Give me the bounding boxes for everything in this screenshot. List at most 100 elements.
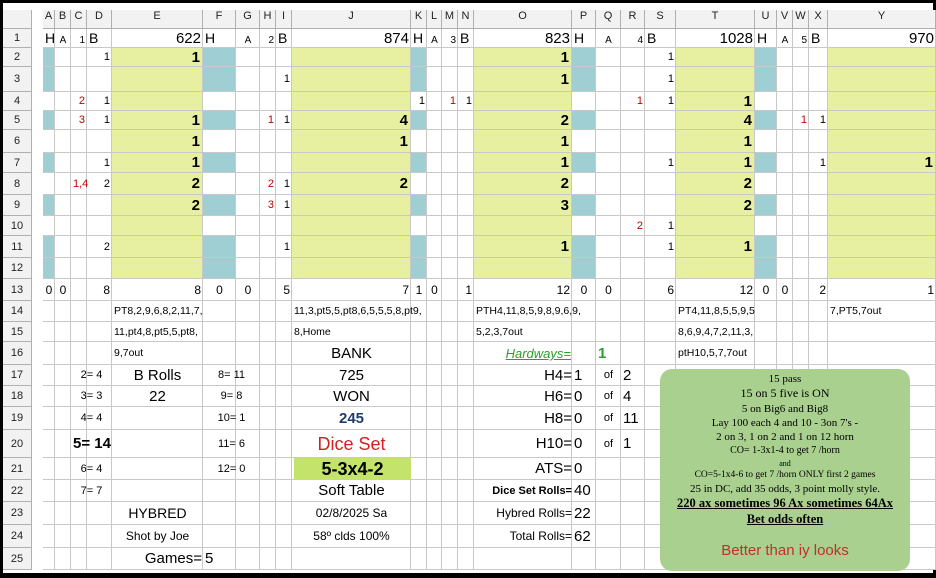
cell[interactable]	[777, 236, 793, 258]
row-header-7[interactable]: 7	[3, 153, 32, 173]
cell[interactable]	[793, 195, 809, 216]
row-header-21[interactable]: 21	[3, 458, 32, 480]
cell[interactable]	[87, 365, 112, 386]
cell[interactable]	[411, 216, 427, 236]
cell[interactable]	[203, 525, 236, 548]
cell[interactable]	[203, 48, 236, 67]
cell[interactable]	[777, 111, 793, 130]
cell[interactable]	[43, 342, 55, 365]
cell[interactable]	[596, 342, 621, 365]
column-header-w[interactable]: W	[793, 10, 809, 29]
cell[interactable]	[43, 48, 55, 67]
cell[interactable]	[458, 407, 474, 430]
cell[interactable]	[203, 502, 236, 525]
cell[interactable]	[203, 216, 236, 236]
cell[interactable]	[474, 365, 572, 386]
cell[interactable]	[442, 173, 458, 195]
cell[interactable]	[596, 195, 621, 216]
cell[interactable]	[43, 430, 55, 458]
cell[interactable]	[809, 130, 828, 153]
cell[interactable]	[203, 548, 236, 570]
cell[interactable]	[572, 130, 596, 153]
cell[interactable]	[596, 92, 621, 111]
cell[interactable]	[755, 322, 777, 342]
cell[interactable]	[55, 67, 71, 92]
cell[interactable]	[645, 111, 676, 130]
cell[interactable]	[777, 48, 793, 67]
cell[interactable]	[596, 173, 621, 195]
cell[interactable]	[777, 29, 793, 48]
cell[interactable]	[621, 525, 645, 548]
cell[interactable]	[676, 195, 755, 216]
cell[interactable]	[474, 48, 572, 67]
row-header-20[interactable]: 20	[3, 430, 32, 458]
cell[interactable]	[236, 195, 260, 216]
cell[interactable]	[71, 548, 87, 570]
cell[interactable]	[276, 111, 292, 130]
cell[interactable]	[427, 525, 442, 548]
cell[interactable]	[755, 236, 777, 258]
cell[interactable]	[572, 48, 596, 67]
cell[interactable]	[71, 153, 87, 173]
column-header-y[interactable]: Y	[828, 10, 936, 29]
cell[interactable]	[572, 279, 596, 301]
cell[interactable]	[236, 430, 260, 458]
cell[interactable]	[276, 301, 292, 322]
cell[interactable]	[621, 548, 645, 570]
cell[interactable]	[828, 322, 936, 342]
cell[interactable]	[203, 92, 236, 111]
cell[interactable]	[676, 279, 755, 301]
cell[interactable]	[596, 525, 621, 548]
cell[interactable]	[260, 502, 276, 525]
cell[interactable]	[645, 173, 676, 195]
cell[interactable]	[442, 430, 458, 458]
cell[interactable]	[809, 236, 828, 258]
cell[interactable]	[458, 236, 474, 258]
cell[interactable]	[755, 301, 777, 322]
cell[interactable]	[55, 458, 71, 480]
cell[interactable]	[203, 195, 236, 216]
cell[interactable]	[621, 458, 645, 480]
cell[interactable]	[442, 365, 458, 386]
cell[interactable]	[276, 365, 292, 386]
cell[interactable]	[71, 130, 87, 153]
cell[interactable]	[621, 48, 645, 67]
cell[interactable]	[112, 301, 203, 322]
cell[interactable]	[260, 29, 276, 48]
cell[interactable]	[442, 216, 458, 236]
cell[interactable]	[276, 342, 292, 365]
cell[interactable]	[777, 92, 793, 111]
cell[interactable]	[203, 29, 236, 48]
cell[interactable]	[292, 342, 411, 365]
cell[interactable]	[442, 48, 458, 67]
cell[interactable]	[828, 92, 936, 111]
column-header-u[interactable]: U	[755, 10, 777, 29]
cell[interactable]	[260, 195, 276, 216]
cell[interactable]	[43, 130, 55, 153]
cell[interactable]	[276, 430, 292, 458]
cell[interactable]	[596, 236, 621, 258]
column-header-f[interactable]: F	[203, 10, 236, 29]
cell[interactable]	[292, 301, 411, 322]
cell[interactable]	[755, 342, 777, 365]
cell[interactable]	[427, 430, 442, 458]
cell[interactable]	[427, 236, 442, 258]
cell[interactable]	[755, 48, 777, 67]
cell[interactable]	[427, 111, 442, 130]
cell[interactable]	[596, 29, 621, 48]
cell[interactable]	[777, 216, 793, 236]
cell[interactable]	[292, 67, 411, 92]
column-header-n[interactable]: N	[458, 10, 474, 29]
cell[interactable]	[458, 322, 474, 342]
cell[interactable]	[793, 216, 809, 236]
column-header-v[interactable]: V	[777, 10, 793, 29]
cell[interactable]	[676, 216, 755, 236]
cell[interactable]	[43, 173, 55, 195]
cell[interactable]	[474, 322, 572, 342]
cell[interactable]	[411, 322, 427, 342]
cell[interactable]	[87, 386, 112, 407]
cell[interactable]	[793, 279, 809, 301]
row-header-22[interactable]: 22	[3, 480, 32, 502]
column-header-r[interactable]: R	[621, 10, 645, 29]
cell[interactable]	[596, 430, 621, 458]
